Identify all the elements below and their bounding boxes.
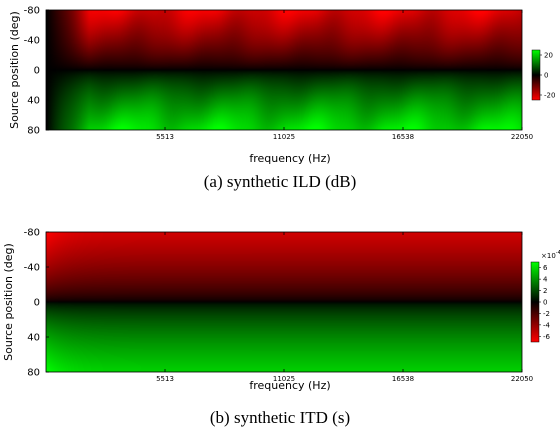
x-tick-label: 11025 [273, 375, 295, 383]
colorbar-tick-label: 2 [543, 287, 547, 295]
x-axis-label: frequency (Hz) [249, 152, 330, 165]
colorbar-tick-label: 0 [544, 72, 548, 80]
heatmap-itd [46, 232, 522, 372]
y-tick-label: -40 [24, 36, 40, 47]
x-tick-label: 5513 [156, 133, 174, 141]
chart-ild: -80 -40 0 40 80 5513 11025 16538 22050 Source p… [8, 6, 555, 166]
colorbar-tick-label: -20 [544, 92, 555, 100]
colorbar [531, 49, 541, 101]
x-tick-label: 11025 [273, 133, 295, 141]
colorbar-tick-label: -2 [543, 310, 550, 318]
colorbar-tick-label: -6 [543, 333, 551, 341]
x-tick-label: 5513 [156, 375, 174, 383]
caption-itd: (b) synthetic ITD (s) [209, 408, 351, 427]
y-axis-label: Source position (deg) [8, 11, 21, 129]
heatmap-ild [46, 10, 522, 130]
x-tick-label: 16538 [392, 133, 414, 141]
y-axis-label: Source position (deg) [2, 243, 15, 361]
y-tick-label: 0 [34, 66, 40, 77]
x-tick-label: 22050 [511, 375, 533, 383]
colorbar-tick-label: -4 [543, 321, 551, 329]
x-axis-label: frequency (Hz) [249, 379, 330, 392]
panel-itd: -80 -40 0 40 80 5513 11025 16538 22050 Source p… [0, 222, 560, 396]
y-tick-label: 80 [27, 368, 40, 379]
panel-ild: -80 -40 0 40 80 5513 11025 16538 22050 Source p… [0, 0, 560, 174]
y-tick-label: 40 [27, 333, 40, 344]
y-tick-label: 80 [27, 126, 40, 137]
colorbar [530, 261, 540, 343]
colorbar-tick-label: 6 [543, 264, 548, 272]
colorbar-exponent: ×10-4 [541, 250, 560, 260]
x-tick-label: 22050 [511, 133, 533, 141]
y-tick-label: -80 [24, 6, 40, 17]
y-tick-label: 0 [34, 298, 40, 309]
y-tick-label: -80 [24, 228, 40, 239]
colorbar-tick-label: 4 [543, 276, 548, 284]
y-tick-label: 40 [27, 96, 40, 107]
caption-ild: (a) synthetic ILD (dB) [203, 172, 357, 191]
colorbar-tick-label: 20 [544, 52, 553, 60]
y-tick-label: -40 [24, 263, 40, 274]
colorbar-tick-label: 0 [543, 299, 547, 307]
x-tick-label: 16538 [392, 375, 414, 383]
